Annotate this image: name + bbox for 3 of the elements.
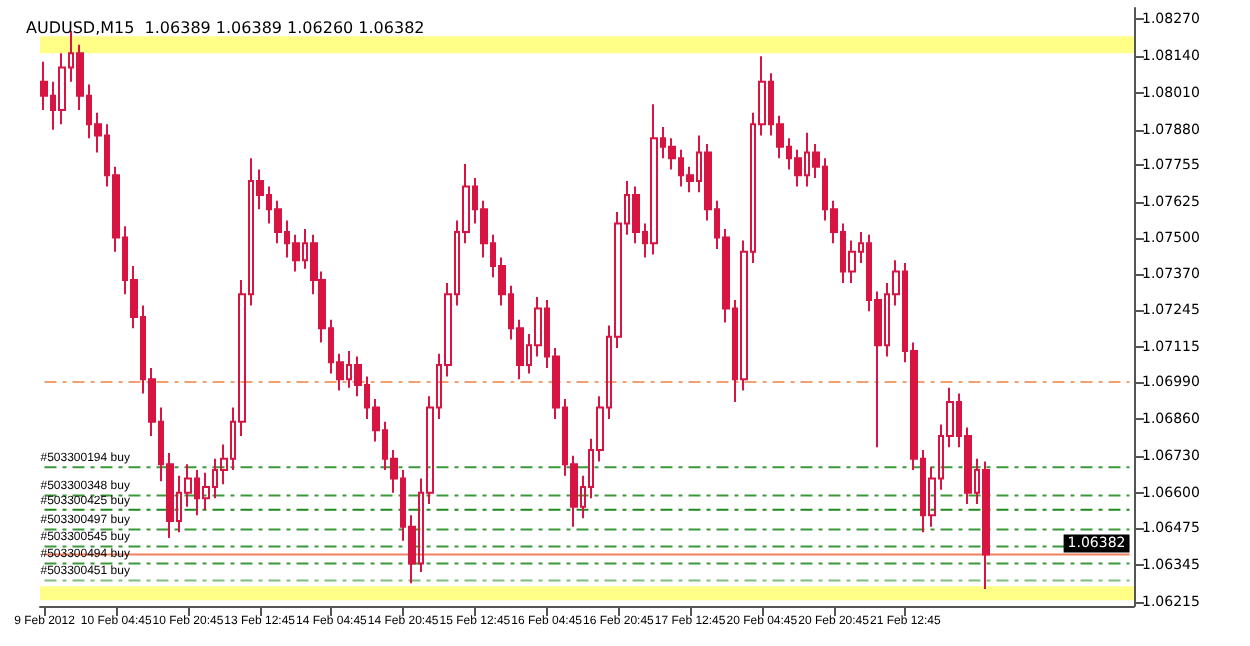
candlestick: [982, 460, 990, 590]
candlestick: [650, 103, 658, 256]
text: AUDUSD,M15 1.06389 1.06389 1.06260 1.06382: [26, 19, 425, 37]
